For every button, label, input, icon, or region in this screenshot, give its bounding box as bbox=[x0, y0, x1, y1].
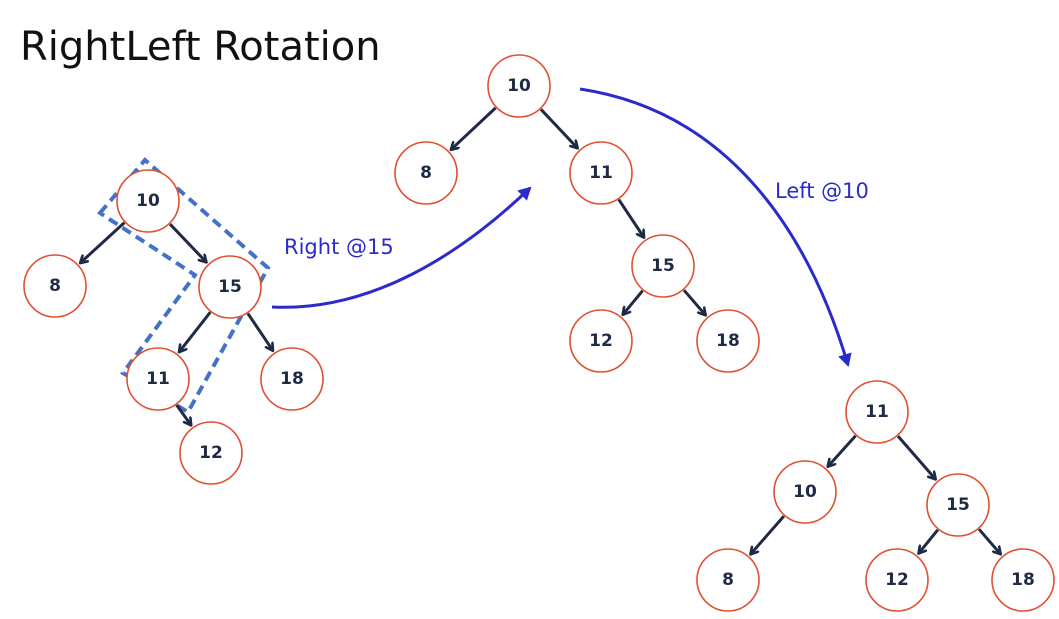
tree-node-after-left-rotation-18: 18 bbox=[991, 548, 1055, 612]
node-label: 15 bbox=[218, 277, 242, 297]
tree-node-original-10: 10 bbox=[116, 169, 180, 233]
tree-edge-after-left-rotation-0 bbox=[828, 434, 857, 467]
node-circle bbox=[23, 254, 87, 318]
node-label: 15 bbox=[946, 495, 970, 515]
node-label: 11 bbox=[146, 369, 170, 389]
tree-edge-after-right-rotation-4 bbox=[682, 289, 706, 315]
right-rotation-label: Right @15 bbox=[284, 235, 394, 259]
node-label: 10 bbox=[507, 76, 531, 96]
node-label: 8 bbox=[722, 570, 734, 590]
node-circle bbox=[179, 421, 243, 485]
tree-node-after-left-rotation-15: 15 bbox=[926, 473, 990, 537]
tree-edge-after-left-rotation-2 bbox=[750, 515, 786, 554]
node-label: 11 bbox=[589, 163, 613, 183]
tree-node-after-right-rotation-11: 11 bbox=[569, 141, 633, 205]
tree-edge-after-right-rotation-0 bbox=[451, 106, 497, 150]
tree-edge-after-right-rotation-2 bbox=[617, 198, 644, 238]
node-label: 12 bbox=[885, 570, 909, 590]
node-label: 18 bbox=[1011, 570, 1035, 590]
node-label: 12 bbox=[199, 443, 223, 463]
tree-node-original-15: 15 bbox=[198, 255, 262, 319]
node-circle bbox=[116, 169, 180, 233]
tree-node-after-right-rotation-12: 12 bbox=[569, 309, 633, 373]
tree-node-after-right-rotation-18: 18 bbox=[696, 309, 760, 373]
node-label: 18 bbox=[280, 369, 304, 389]
tree-node-after-left-rotation-8: 8 bbox=[696, 548, 760, 612]
left-rotation-label: Left @10 bbox=[775, 179, 869, 203]
tree-edge-after-right-rotation-1 bbox=[539, 108, 578, 148]
node-circle bbox=[773, 460, 837, 524]
node-circle bbox=[991, 548, 1055, 612]
tree-edge-original-0 bbox=[80, 221, 126, 264]
tree-edge-after-left-rotation-3 bbox=[919, 528, 939, 554]
tree-node-original-12: 12 bbox=[179, 421, 243, 485]
nodes-layer: 10 8 15 11 18 12 10 8 11 15 12 18 11 10 15 8 12 18 bbox=[23, 54, 1055, 612]
tree-node-original-8: 8 bbox=[23, 254, 87, 318]
node-circle bbox=[631, 234, 695, 298]
tree-edge-after-right-rotation-3 bbox=[623, 289, 644, 315]
node-label: 18 bbox=[716, 331, 740, 351]
node-label: 11 bbox=[865, 402, 889, 422]
node-circle bbox=[569, 309, 633, 373]
tree-node-after-right-rotation-8: 8 bbox=[394, 141, 458, 205]
node-circle bbox=[696, 548, 760, 612]
right-rotation-arrow bbox=[271, 186, 532, 309]
node-circle bbox=[260, 347, 324, 411]
node-circle bbox=[865, 548, 929, 612]
tree-edge-original-2 bbox=[179, 311, 212, 352]
node-circle bbox=[926, 473, 990, 537]
page-title: RightLeft Rotation bbox=[20, 24, 381, 70]
node-label: 10 bbox=[136, 191, 160, 211]
tree-node-after-left-rotation-10: 10 bbox=[773, 460, 837, 524]
node-label: 10 bbox=[793, 482, 817, 502]
node-circle bbox=[569, 141, 633, 205]
tree-edge-after-left-rotation-4 bbox=[977, 528, 1001, 554]
tree-edge-original-1 bbox=[169, 223, 206, 262]
tree-node-original-18: 18 bbox=[260, 347, 324, 411]
node-circle bbox=[487, 54, 551, 118]
node-circle bbox=[696, 309, 760, 373]
tree-edge-after-left-rotation-1 bbox=[896, 435, 936, 479]
node-label: 15 bbox=[651, 256, 675, 276]
node-circle bbox=[126, 347, 190, 411]
node-circle bbox=[845, 380, 909, 444]
tree-edge-original-4 bbox=[175, 404, 192, 425]
node-label: 8 bbox=[420, 163, 432, 183]
highlight-box-subtree bbox=[97, 157, 271, 415]
edges-layer bbox=[80, 106, 1001, 555]
tree-node-original-11: 11 bbox=[126, 347, 190, 411]
left-rotation-arrow bbox=[579, 87, 852, 367]
node-circle bbox=[394, 141, 458, 205]
tree-node-after-left-rotation-11: 11 bbox=[845, 380, 909, 444]
tree-node-after-right-rotation-10: 10 bbox=[487, 54, 551, 118]
node-circle bbox=[198, 255, 262, 319]
tree-node-after-right-rotation-15: 15 bbox=[631, 234, 695, 298]
tree-node-after-left-rotation-12: 12 bbox=[865, 548, 929, 612]
node-label: 12 bbox=[589, 331, 613, 351]
tree-edge-original-3 bbox=[246, 312, 273, 351]
node-label: 8 bbox=[49, 276, 61, 296]
